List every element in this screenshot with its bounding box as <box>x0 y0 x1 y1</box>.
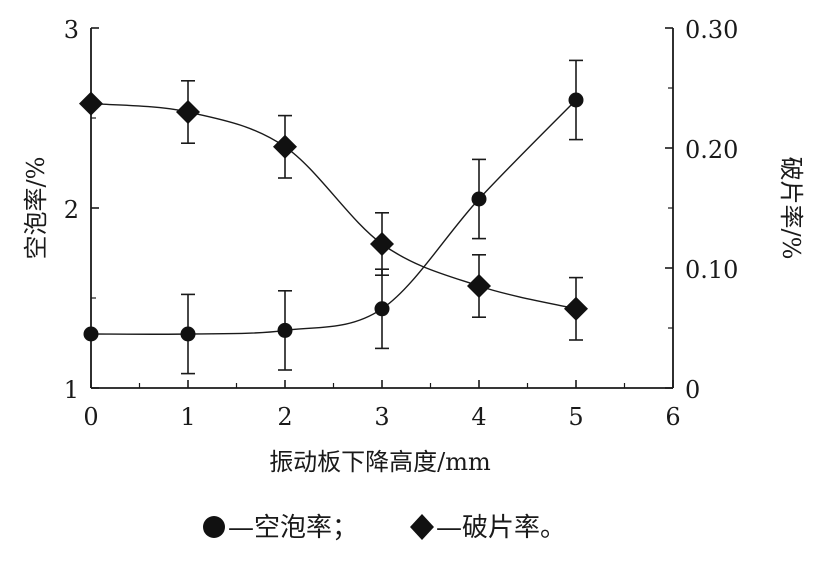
point-circle-2 <box>277 322 293 338</box>
x-tick-label-1: 1 <box>180 403 195 431</box>
y-right-tick-label-0: 0 <box>685 376 700 404</box>
legend-label-void-rate: —空泡率； <box>228 513 358 543</box>
point-diamond-5 <box>564 296 588 321</box>
legend: —空泡率； —破片率。 <box>203 513 566 543</box>
y-left-tick-label-3: 3 <box>64 16 79 44</box>
y-right-tick-label-0.20: 0.20 <box>685 136 738 164</box>
point-diamond-3 <box>370 232 394 256</box>
x-tick-label-4: 4 <box>471 403 486 431</box>
x-tick-label-6: 6 <box>665 403 680 431</box>
point-diamond-1 <box>176 100 200 124</box>
x-axis-label: 振动板下降高度/mm <box>269 448 491 476</box>
y-left-tick-label-1: 1 <box>64 376 79 404</box>
y-right-tick-label-0.10: 0.10 <box>685 256 738 284</box>
point-circle-3 <box>374 301 390 317</box>
y-left-tick-label-2: 2 <box>64 196 79 224</box>
series-line-1 <box>90 102 577 310</box>
x-tick-label-2: 2 <box>277 403 292 431</box>
curves <box>90 99 577 335</box>
legend-circle-marker <box>203 516 225 538</box>
x-tick-label-5: 5 <box>568 403 583 431</box>
point-diamond-2 <box>273 134 297 159</box>
series-line-0 <box>90 99 577 335</box>
legend-label-breakage-rate: —破片率。 <box>436 513 566 543</box>
point-circle-4 <box>471 191 487 207</box>
legend-diamond-marker <box>410 514 434 540</box>
y-left-axis-label: 空泡率/% <box>22 157 50 260</box>
y-right-axis-label: 破片率/% <box>777 157 805 260</box>
y-right-tick-label-0.30: 0.30 <box>685 16 738 44</box>
markers <box>79 91 588 342</box>
point-circle-1 <box>180 326 196 342</box>
x-tick-label-0: 0 <box>83 403 98 431</box>
point-diamond-4 <box>467 274 491 298</box>
point-circle-5 <box>568 92 584 108</box>
point-diamond-0 <box>79 91 103 116</box>
error-bars <box>181 59 583 375</box>
x-tick-label-3: 3 <box>374 403 389 431</box>
point-circle-0 <box>83 326 99 342</box>
